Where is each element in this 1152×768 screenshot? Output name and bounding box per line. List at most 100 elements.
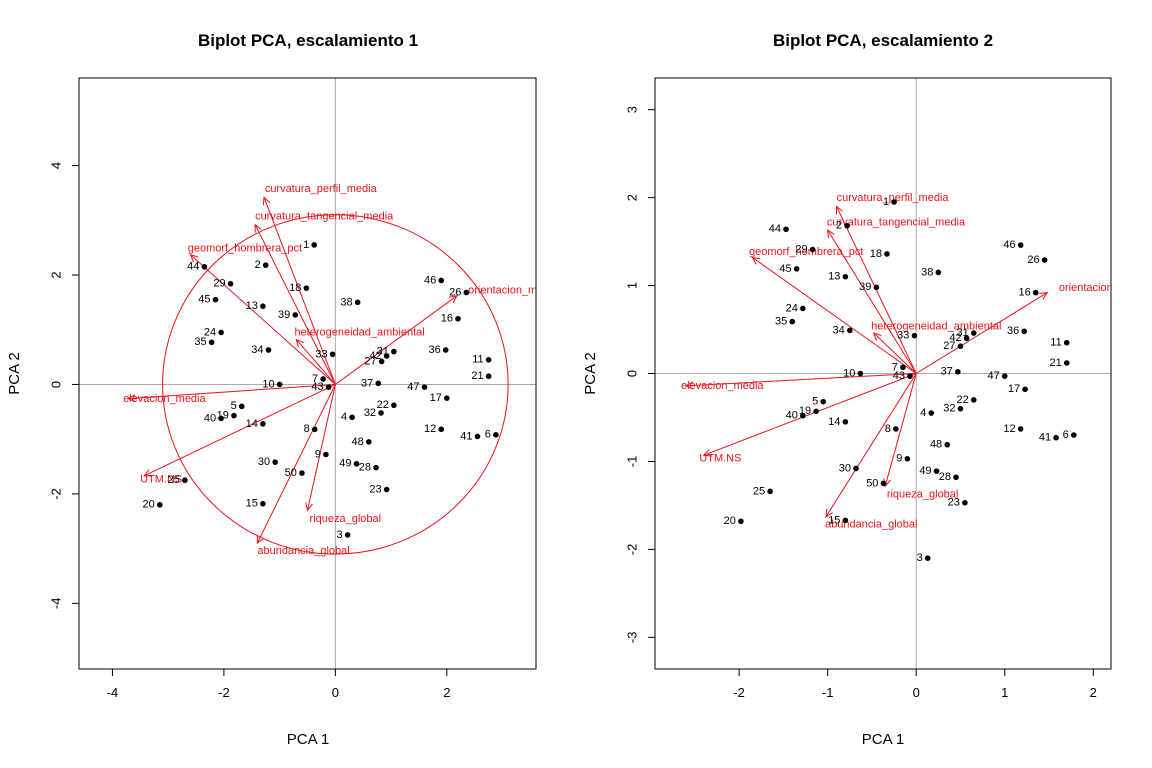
point-marker [842, 517, 849, 524]
x-tick-label: 2 [443, 685, 450, 700]
observation-point: 42 [369, 350, 390, 362]
point-label: 22 [377, 399, 389, 411]
observation-point: 16 [1018, 286, 1039, 298]
point-label: 20 [143, 499, 155, 511]
x-tick-label: 2 [1090, 685, 1097, 700]
observation-point: 29 [213, 278, 234, 290]
panels: Biplot PCA, escalamiento 1 PCA 1 PCA 2 -4 -2… [6, 31, 1112, 748]
point-label: 26 [449, 286, 461, 298]
arrow-shaft [128, 383, 336, 400]
arrow-head [143, 469, 153, 477]
observation-point: 38 [921, 266, 942, 278]
observation-point: 40 [204, 412, 224, 424]
observation-point: 23 [948, 497, 968, 509]
observation-point: 46 [1003, 239, 1024, 251]
point-marker [485, 357, 492, 363]
point-marker [292, 312, 299, 318]
arrow-shaft [256, 384, 336, 544]
point-marker [738, 518, 744, 525]
point-label: 25 [753, 485, 765, 497]
observation-point: 39 [278, 309, 299, 321]
observation-point: 1 [883, 196, 897, 208]
variable-label: geomorf_hombrera_pct [188, 243, 302, 255]
point-label: 9 [896, 453, 902, 465]
point-label: 22 [957, 394, 969, 406]
point-marker [933, 468, 940, 474]
observation-point: 50 [866, 477, 887, 489]
observation-point: 35 [775, 316, 796, 328]
point-marker [891, 199, 897, 205]
arrow-shaft [335, 295, 458, 385]
variable-label: UTM.NS [699, 452, 741, 464]
point-label: 50 [866, 477, 878, 489]
variable-label: curvatura_perfil_media [837, 192, 950, 204]
point-marker [857, 370, 864, 377]
point-label: 49 [919, 465, 931, 477]
plot-frame [654, 77, 1112, 670]
point-label: 7 [892, 361, 898, 373]
observation-point: 21 [471, 370, 492, 382]
arrow-shaft [915, 292, 1048, 374]
observation-point: 50 [285, 467, 305, 479]
arrow-head [702, 449, 712, 457]
point-label: 50 [285, 467, 297, 479]
arrow-head [751, 256, 761, 265]
y-tick-label: 0 [48, 381, 63, 388]
point-marker [378, 358, 385, 365]
observation-point: 24 [786, 302, 806, 314]
point-marker [955, 368, 961, 375]
observation-point: 38 [340, 296, 361, 308]
point-label: 28 [359, 462, 371, 474]
point-label: 41 [460, 430, 472, 442]
point-label: 30 [258, 456, 270, 468]
observation-point: 35 [194, 336, 215, 348]
point-marker [157, 502, 163, 508]
point-marker [311, 426, 318, 433]
point-marker [957, 405, 964, 412]
point-label: 16 [1018, 286, 1030, 298]
observation-point: 24 [204, 326, 224, 338]
arrow-head [825, 508, 833, 518]
point-label: 29 [795, 243, 807, 255]
point-label: 47 [407, 381, 419, 393]
point-label: 28 [939, 471, 951, 483]
point-marker [1022, 386, 1028, 393]
observation-point: 49 [919, 465, 940, 477]
observation-point: 18 [289, 282, 310, 294]
observation-point: 34 [251, 344, 272, 356]
point-marker [344, 532, 351, 538]
point-marker [366, 439, 372, 445]
observation-point: 47 [407, 381, 428, 393]
variable-arrow: elevacion_media [123, 383, 336, 405]
observation-point: 9 [315, 448, 329, 460]
observation-point: 44 [187, 261, 208, 273]
point-label: 39 [859, 281, 871, 293]
observation-point: 11 [1050, 337, 1070, 349]
point-marker [262, 262, 269, 268]
observation-point: 27 [364, 355, 385, 367]
observation-point: 8 [885, 423, 899, 435]
point-label: 46 [1003, 239, 1015, 251]
observation-point: 22 [957, 394, 977, 406]
arrow-shaft [263, 197, 336, 385]
point-marker [1021, 328, 1028, 335]
variable-label: riqueza_global [887, 489, 959, 501]
observation-point: 48 [352, 436, 372, 448]
point-marker [378, 410, 384, 416]
point-label: 4 [341, 411, 347, 423]
point-marker [1063, 339, 1070, 346]
point-marker [303, 285, 310, 291]
arrow-head [189, 253, 199, 263]
point-marker [455, 315, 461, 322]
chart-title: Biplot PCA, escalamiento 1 [198, 31, 418, 50]
biplot-panel-2: Biplot PCA, escalamiento 2 PCA 1 PCA 2 -2 -1… [582, 31, 1112, 748]
point-label: 11 [472, 354, 483, 366]
point-marker [844, 222, 850, 229]
variable-label: curvatura_tangencial_media [255, 211, 394, 223]
point-marker [842, 419, 849, 425]
point-marker [227, 280, 234, 287]
observation-point: 22 [377, 399, 397, 411]
observation-point: 30 [258, 456, 278, 468]
point-marker [1063, 360, 1070, 366]
observation-point: 20 [143, 499, 163, 511]
